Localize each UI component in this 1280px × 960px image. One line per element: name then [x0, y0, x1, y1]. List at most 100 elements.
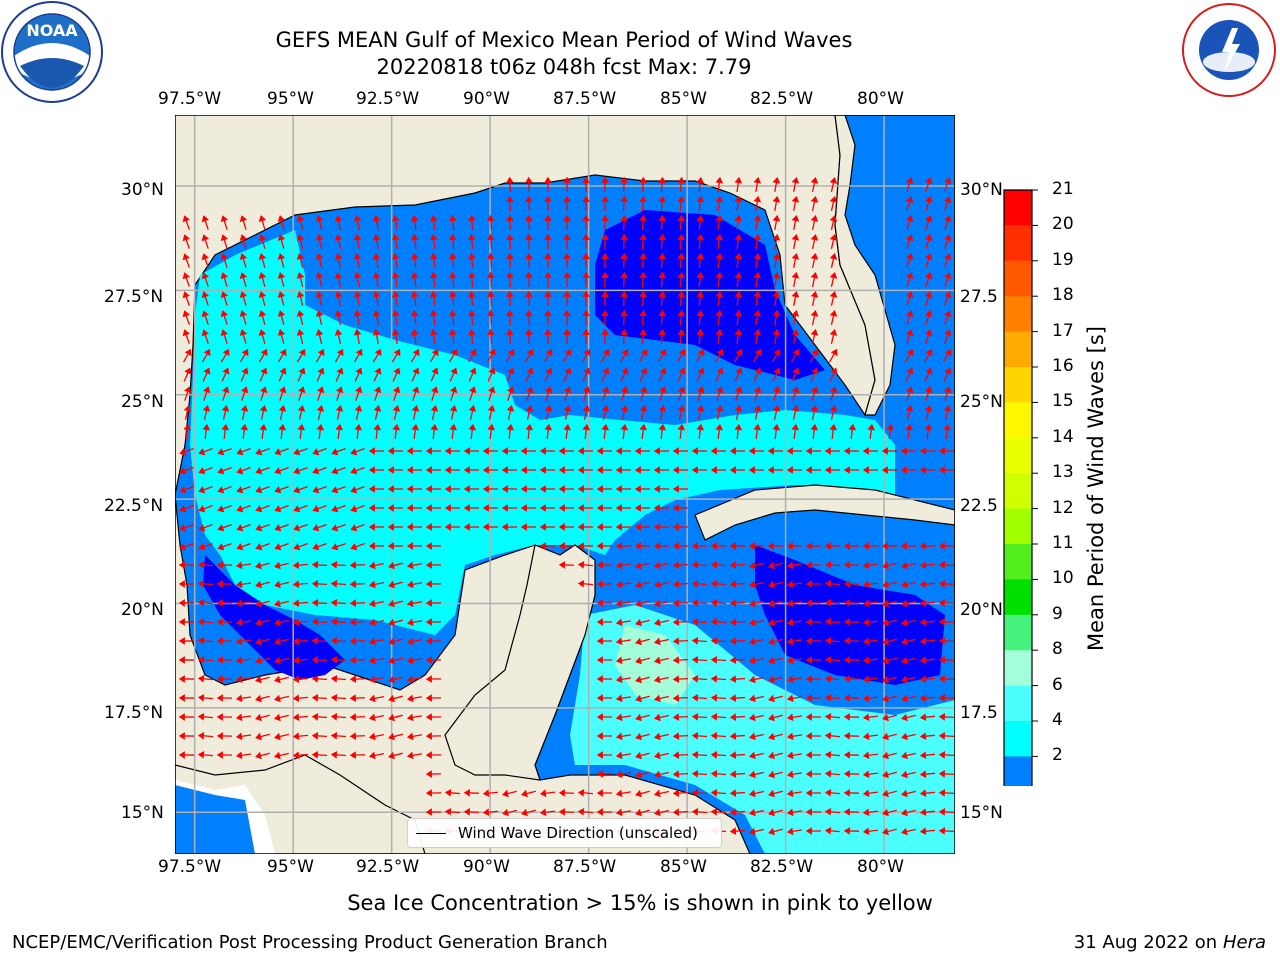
wind-arrow-head	[486, 290, 495, 298]
wind-arrow-head	[506, 290, 514, 298]
wind-arrow-head	[486, 233, 495, 241]
wind-arrow-head	[862, 713, 870, 722]
wind-arrow-head	[372, 233, 381, 241]
wind-arrow-head	[273, 561, 281, 570]
wind-arrow-head	[697, 386, 705, 394]
wind-arrow-head	[330, 598, 338, 607]
wind-arrow-head	[577, 560, 585, 569]
wind-arrow-head	[621, 386, 629, 394]
wind-arrow-head	[634, 485, 641, 493]
wind-arrow-head	[905, 253, 914, 261]
wind-arrow-head	[748, 447, 755, 455]
wind-arrow-head	[786, 713, 794, 722]
wind-arrow-head	[544, 271, 552, 278]
wind-arrow-head	[506, 271, 514, 279]
wind-arrow-head	[469, 386, 477, 394]
wind-arrow-head	[596, 580, 603, 588]
lat-label-right: 17.5	[960, 703, 998, 723]
wind-arrow-head	[710, 770, 718, 778]
wind-arrow-head	[729, 466, 736, 474]
wind-arrow-head	[239, 310, 248, 318]
wind-arrow-head	[563, 328, 571, 335]
wind-arrow-head	[278, 404, 287, 412]
lon-label-bottom: 95°W	[267, 857, 314, 877]
wind-arrow-head	[919, 656, 927, 665]
wind-arrow-head	[658, 290, 667, 298]
wind-arrow-head	[768, 751, 775, 760]
wind-arrow-head	[558, 485, 565, 493]
wind-arrow-head	[336, 386, 344, 394]
wind-arrow-head	[463, 504, 470, 512]
wind-arrow-head	[410, 290, 419, 298]
wind-arrow-head	[315, 252, 324, 260]
wind-arrow-head	[753, 328, 762, 336]
wind-arrow-head	[198, 543, 206, 551]
wind-arrow-head	[924, 291, 933, 299]
wind-arrow-head	[919, 580, 927, 589]
colorbar-segment	[1004, 367, 1032, 403]
wind-arrow-head	[393, 367, 401, 375]
wind-arrow-head	[901, 713, 908, 722]
wind-arrow-head	[753, 271, 762, 279]
wind-arrow-head	[768, 808, 775, 817]
lat-label-right: 20°N	[960, 600, 1003, 620]
wind-arrow-head	[753, 214, 762, 222]
wind-arrow-head	[791, 233, 800, 241]
wind-arrow-head	[292, 656, 300, 665]
wind-arrow-head	[178, 580, 185, 588]
wind-arrow-head	[925, 386, 933, 394]
wind-arrow-head	[944, 272, 952, 280]
wind-arrow-head	[235, 694, 243, 703]
wind-arrow-head	[639, 252, 647, 260]
wind-arrow-head	[255, 580, 262, 589]
wind-arrow-head	[772, 309, 781, 317]
wind-arrow-head	[862, 732, 870, 741]
wind-arrow-head	[197, 579, 205, 588]
wind-arrow-head	[805, 618, 812, 626]
wind-arrow-head	[368, 561, 376, 570]
wind-arrow-head	[620, 290, 628, 298]
wind-arrow-head	[753, 404, 762, 412]
wind-arrow-head	[178, 618, 185, 626]
wind-arrow-head	[824, 655, 832, 664]
wind-arrow-head	[368, 713, 376, 722]
lat-label-left: 17.5°N	[104, 703, 164, 723]
wind-arrow-head	[539, 523, 546, 531]
wind-arrow-head	[220, 215, 229, 223]
wind-arrow-head	[691, 466, 698, 474]
wind-arrow-head	[596, 656, 603, 664]
wind-arrow-head	[368, 542, 375, 550]
wind-arrow-head	[444, 466, 451, 474]
wind-arrow-head	[486, 252, 495, 260]
wind-arrow-head	[526, 386, 534, 394]
wind-arrow-head	[449, 404, 458, 412]
wind-arrow-head	[791, 214, 800, 222]
wind-arrow-head	[635, 808, 642, 817]
wind-arrow-head	[729, 618, 737, 626]
wind-arrow-head	[488, 367, 496, 375]
wind-arrow-head	[311, 656, 319, 664]
wind-arrow-head	[449, 423, 458, 431]
wind-arrow-head	[882, 713, 889, 722]
wind-arrow-head	[635, 751, 642, 760]
wind-arrow-head	[862, 808, 870, 817]
wind-arrow-head	[425, 637, 432, 645]
wind-arrow-head	[615, 694, 623, 703]
wind-arrow-head	[805, 675, 812, 683]
wind-arrow-head	[691, 769, 699, 778]
wind-arrow-head	[292, 694, 300, 703]
wind-arrow-head	[791, 328, 800, 336]
wind-arrow-head	[938, 675, 946, 683]
wind-arrow-head	[410, 309, 419, 317]
wind-arrow-head	[349, 694, 357, 702]
wind-arrow-head	[563, 271, 571, 278]
wind-arrow-head	[710, 713, 718, 721]
wind-arrow-head	[539, 504, 546, 512]
wind-arrow-head	[258, 310, 267, 317]
wind-arrow-head	[596, 466, 603, 474]
wind-arrow-head	[634, 447, 641, 455]
wind-arrow-head	[558, 561, 565, 569]
wind-arrow-head	[716, 348, 724, 357]
date-line: 31 Aug 2022 on Hera	[1074, 932, 1266, 953]
wind-arrow-head	[710, 637, 718, 645]
